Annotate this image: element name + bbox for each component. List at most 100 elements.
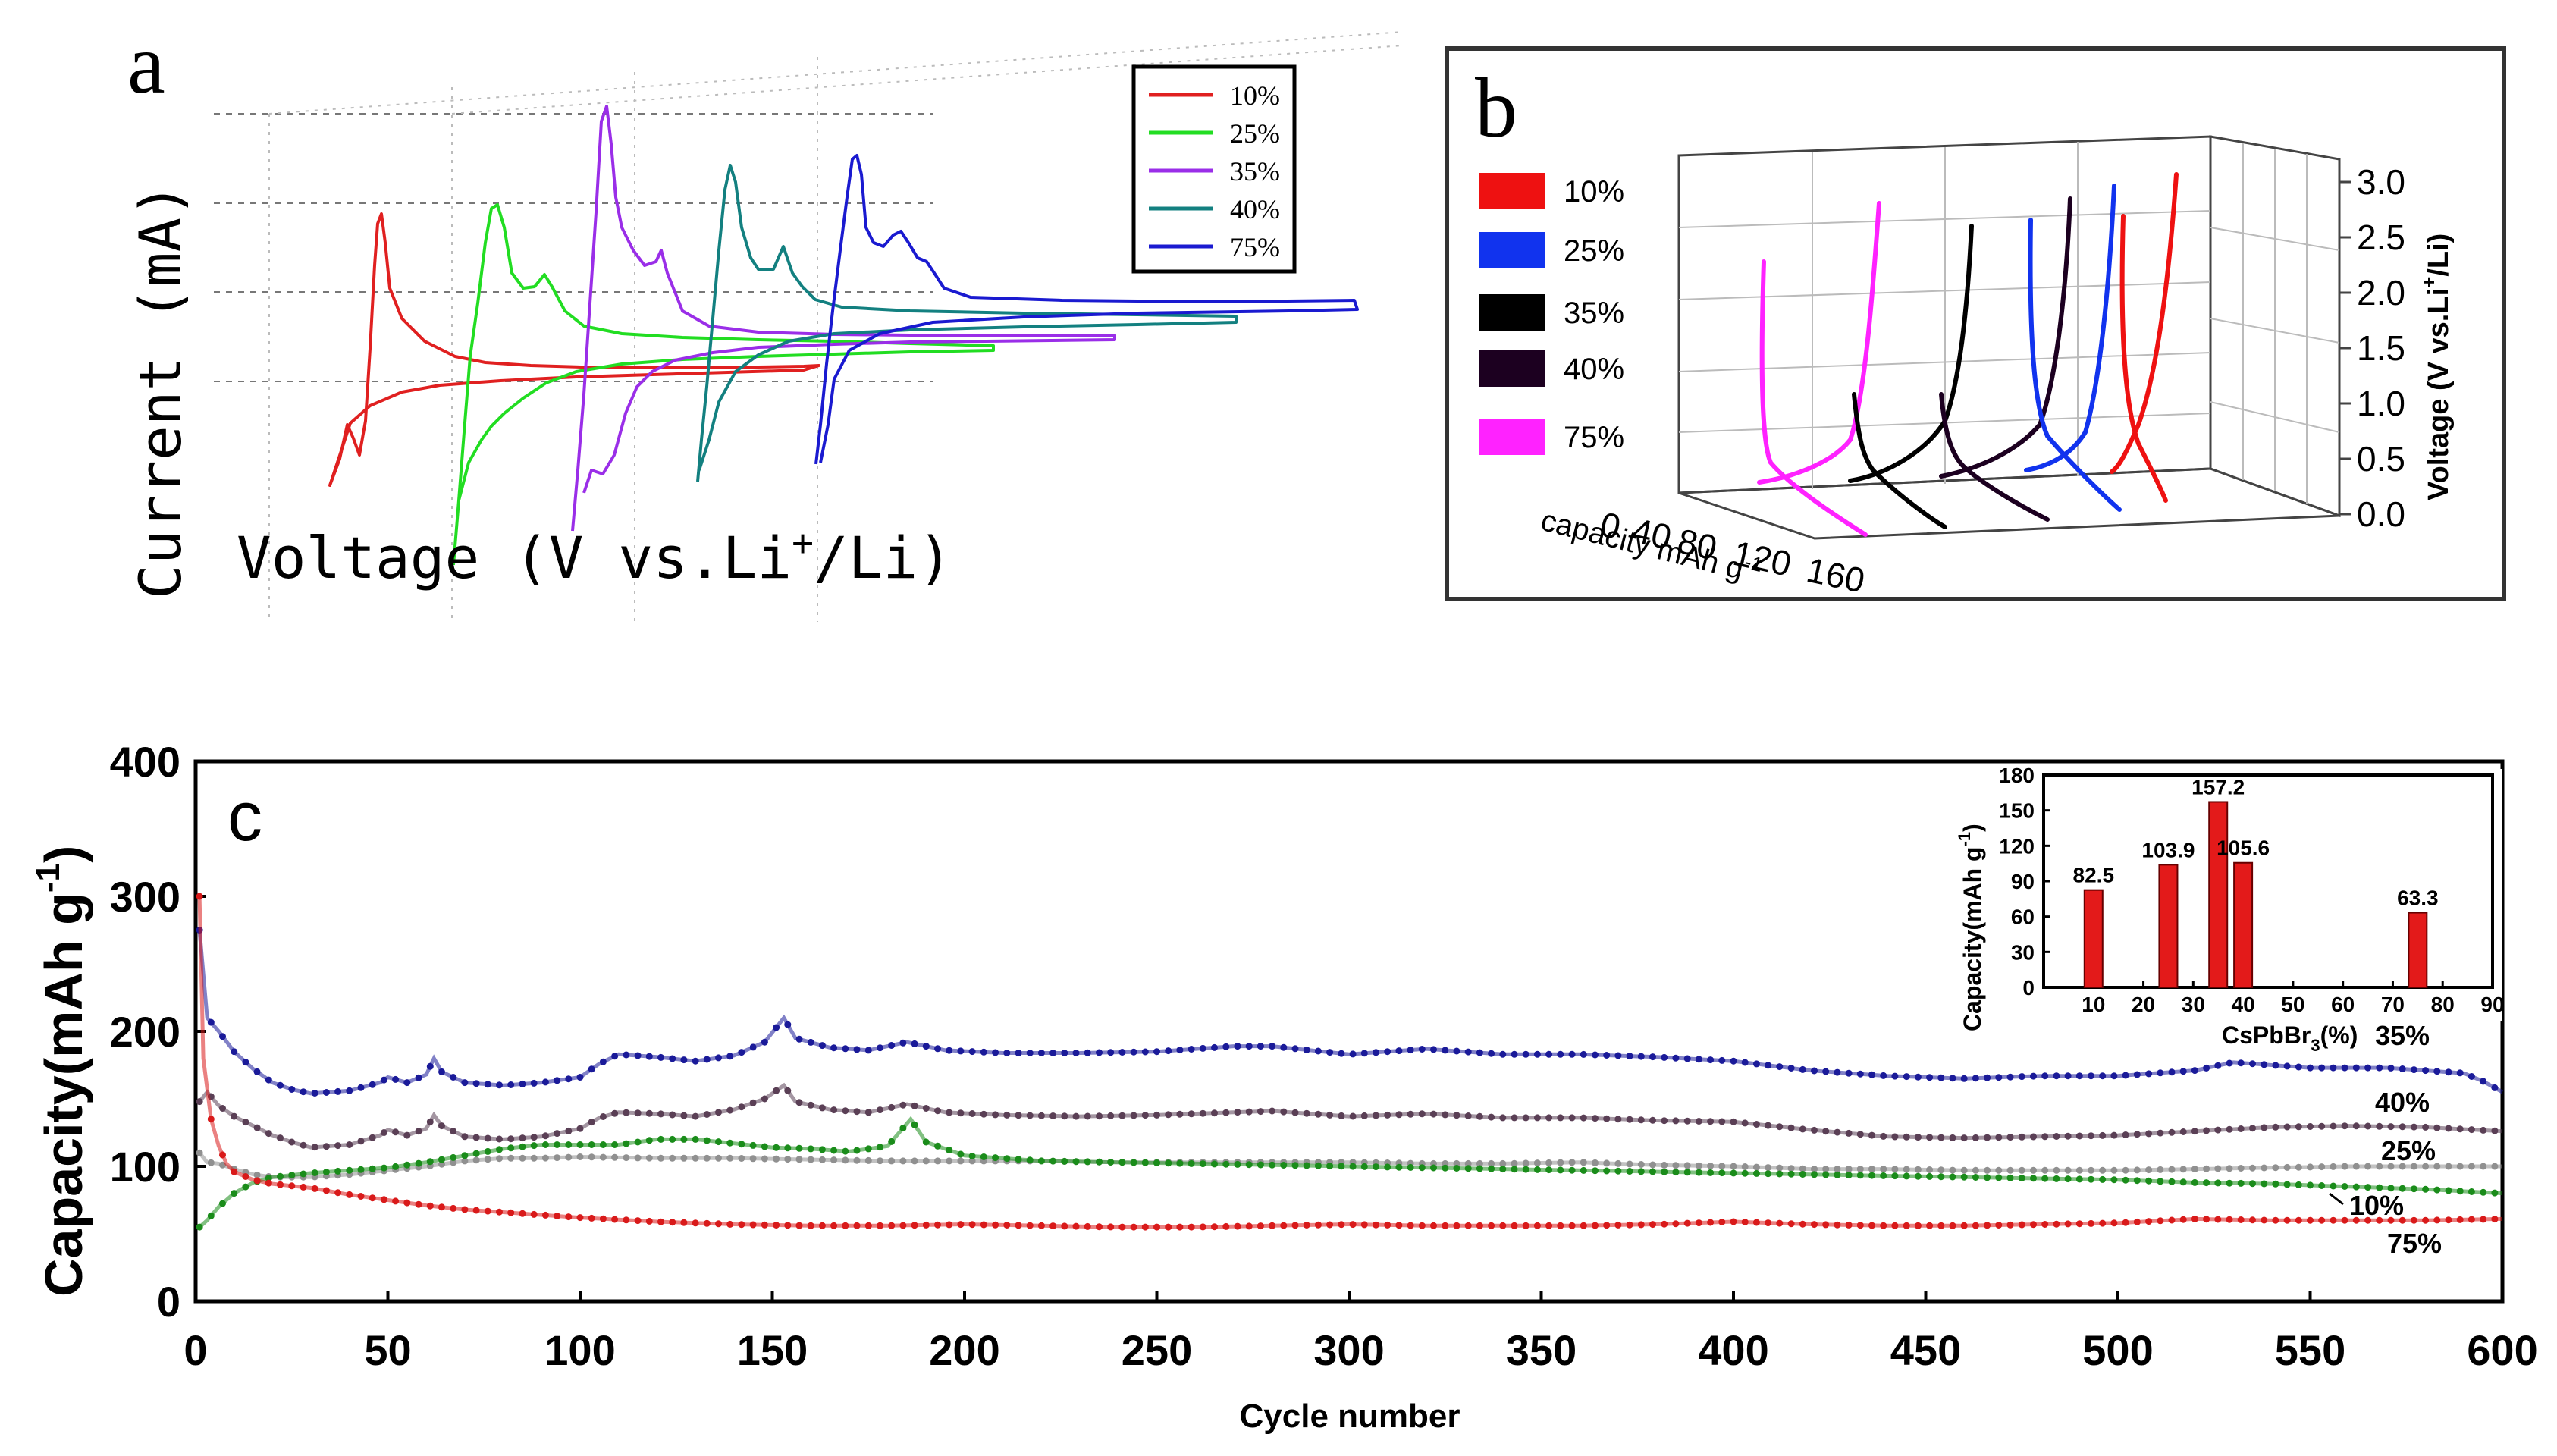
data-point (2191, 1215, 2198, 1222)
panel-a-grid-v (268, 31, 1404, 622)
charge-curve-10 (2110, 172, 2179, 474)
data-point (1199, 1223, 1206, 1231)
series-75-points (196, 893, 2503, 1231)
data-point (726, 1220, 734, 1228)
data-point (1856, 1131, 1864, 1138)
data-point (692, 1112, 699, 1120)
panel-a-xlabel: Voltage (V vs.Li+/Li) (237, 522, 952, 592)
data-point (2018, 1175, 2025, 1182)
data-point (968, 1157, 976, 1165)
data-point (2307, 1064, 2314, 1072)
panel-b: b (1445, 46, 2506, 601)
data-point (2168, 1128, 2176, 1136)
data-point (219, 1033, 226, 1040)
data-point (1165, 1111, 1172, 1119)
data-point (795, 1035, 803, 1043)
data-point (1037, 1050, 1045, 1056)
data-point (715, 1054, 722, 1062)
data-point (1568, 1114, 1576, 1122)
discharge-curve-25 (2028, 218, 2122, 512)
data-point (507, 1081, 515, 1088)
data-point (484, 1147, 491, 1155)
data-point (2399, 1216, 2406, 1224)
data-point (1765, 1122, 1772, 1129)
inset-xtick-label: 50 (2281, 993, 2304, 1016)
data-point (1707, 1118, 1715, 1125)
end-label-arrow (2329, 1192, 2344, 1206)
data-point (715, 1220, 722, 1228)
data-point (738, 1155, 745, 1162)
data-point (2295, 1181, 2302, 1188)
data-point (2203, 1165, 2210, 1172)
data-point (888, 1222, 896, 1229)
data-point (2272, 1180, 2279, 1188)
data-point (1084, 1049, 1091, 1056)
inset-xtick-label: 10 (2082, 993, 2105, 1016)
data-point (749, 1099, 757, 1106)
data-point (1037, 1222, 1045, 1229)
data-point (219, 1105, 226, 1112)
data-point (322, 1169, 330, 1175)
data-point (1338, 1112, 1345, 1119)
data-point (2064, 1132, 2072, 1140)
data-point (1626, 1053, 1633, 1060)
data-point (2099, 1131, 2107, 1139)
data-point (2075, 1175, 2083, 1183)
data-point (415, 1074, 422, 1081)
data-point (2053, 1220, 2060, 1228)
data-point (415, 1200, 422, 1208)
data-point (1995, 1174, 2003, 1181)
data-point (1834, 1128, 1841, 1136)
data-point (2422, 1185, 2430, 1193)
data-point (288, 1086, 296, 1093)
data-point (1349, 1163, 1357, 1170)
data-point (2387, 1216, 2395, 1224)
data-point (2410, 1066, 2417, 1074)
data-point (1118, 1112, 1126, 1119)
inset-ytick-label: 90 (2011, 870, 2035, 893)
data-point (1972, 1174, 1979, 1181)
data-point (2261, 1164, 2268, 1172)
data-point (1603, 1167, 1611, 1175)
data-point (1430, 1222, 1437, 1229)
ytick-label: 1.0 (2357, 384, 2405, 423)
data-point (1522, 1114, 1529, 1122)
data-point (334, 1189, 342, 1197)
data-point (1960, 1173, 1968, 1181)
data-point (1430, 1110, 1437, 1118)
data-point (864, 1145, 872, 1153)
data-point (2341, 1183, 2348, 1190)
data-point (1752, 1060, 1760, 1068)
data-point (1257, 1222, 1264, 1230)
data-point (2364, 1163, 2372, 1170)
inset-bar-label-25: 103.9 (2141, 838, 2195, 861)
data-point (1845, 1129, 1853, 1137)
discharge-curve-35 (1852, 392, 1947, 529)
data-point (669, 1219, 676, 1226)
data-point (1903, 1133, 1910, 1141)
panel-a-label: a (127, 17, 165, 111)
data-point (680, 1154, 688, 1162)
legend-label-10: 10% (1230, 80, 1280, 111)
data-point (623, 1051, 630, 1059)
data-point (1960, 1222, 1968, 1229)
data-point (2214, 1126, 2222, 1134)
data-point (1868, 1222, 1875, 1229)
data-point (2041, 1166, 2049, 1174)
data-point (1580, 1114, 1587, 1122)
data-point (2018, 1073, 2025, 1081)
data-point (2364, 1122, 2372, 1130)
data-point (980, 1048, 987, 1056)
data-point (2122, 1131, 2129, 1138)
xtick-label: 350 (1506, 1326, 1577, 1374)
data-point (496, 1146, 503, 1153)
data-point (1176, 1159, 1184, 1167)
data-point (807, 1222, 814, 1229)
data-point (357, 1166, 365, 1173)
data-point (934, 1157, 941, 1165)
data-point (703, 1111, 711, 1118)
data-point (2433, 1216, 2441, 1224)
data-point (957, 1221, 965, 1228)
data-point (1557, 1166, 1564, 1174)
data-point (1522, 1050, 1529, 1058)
